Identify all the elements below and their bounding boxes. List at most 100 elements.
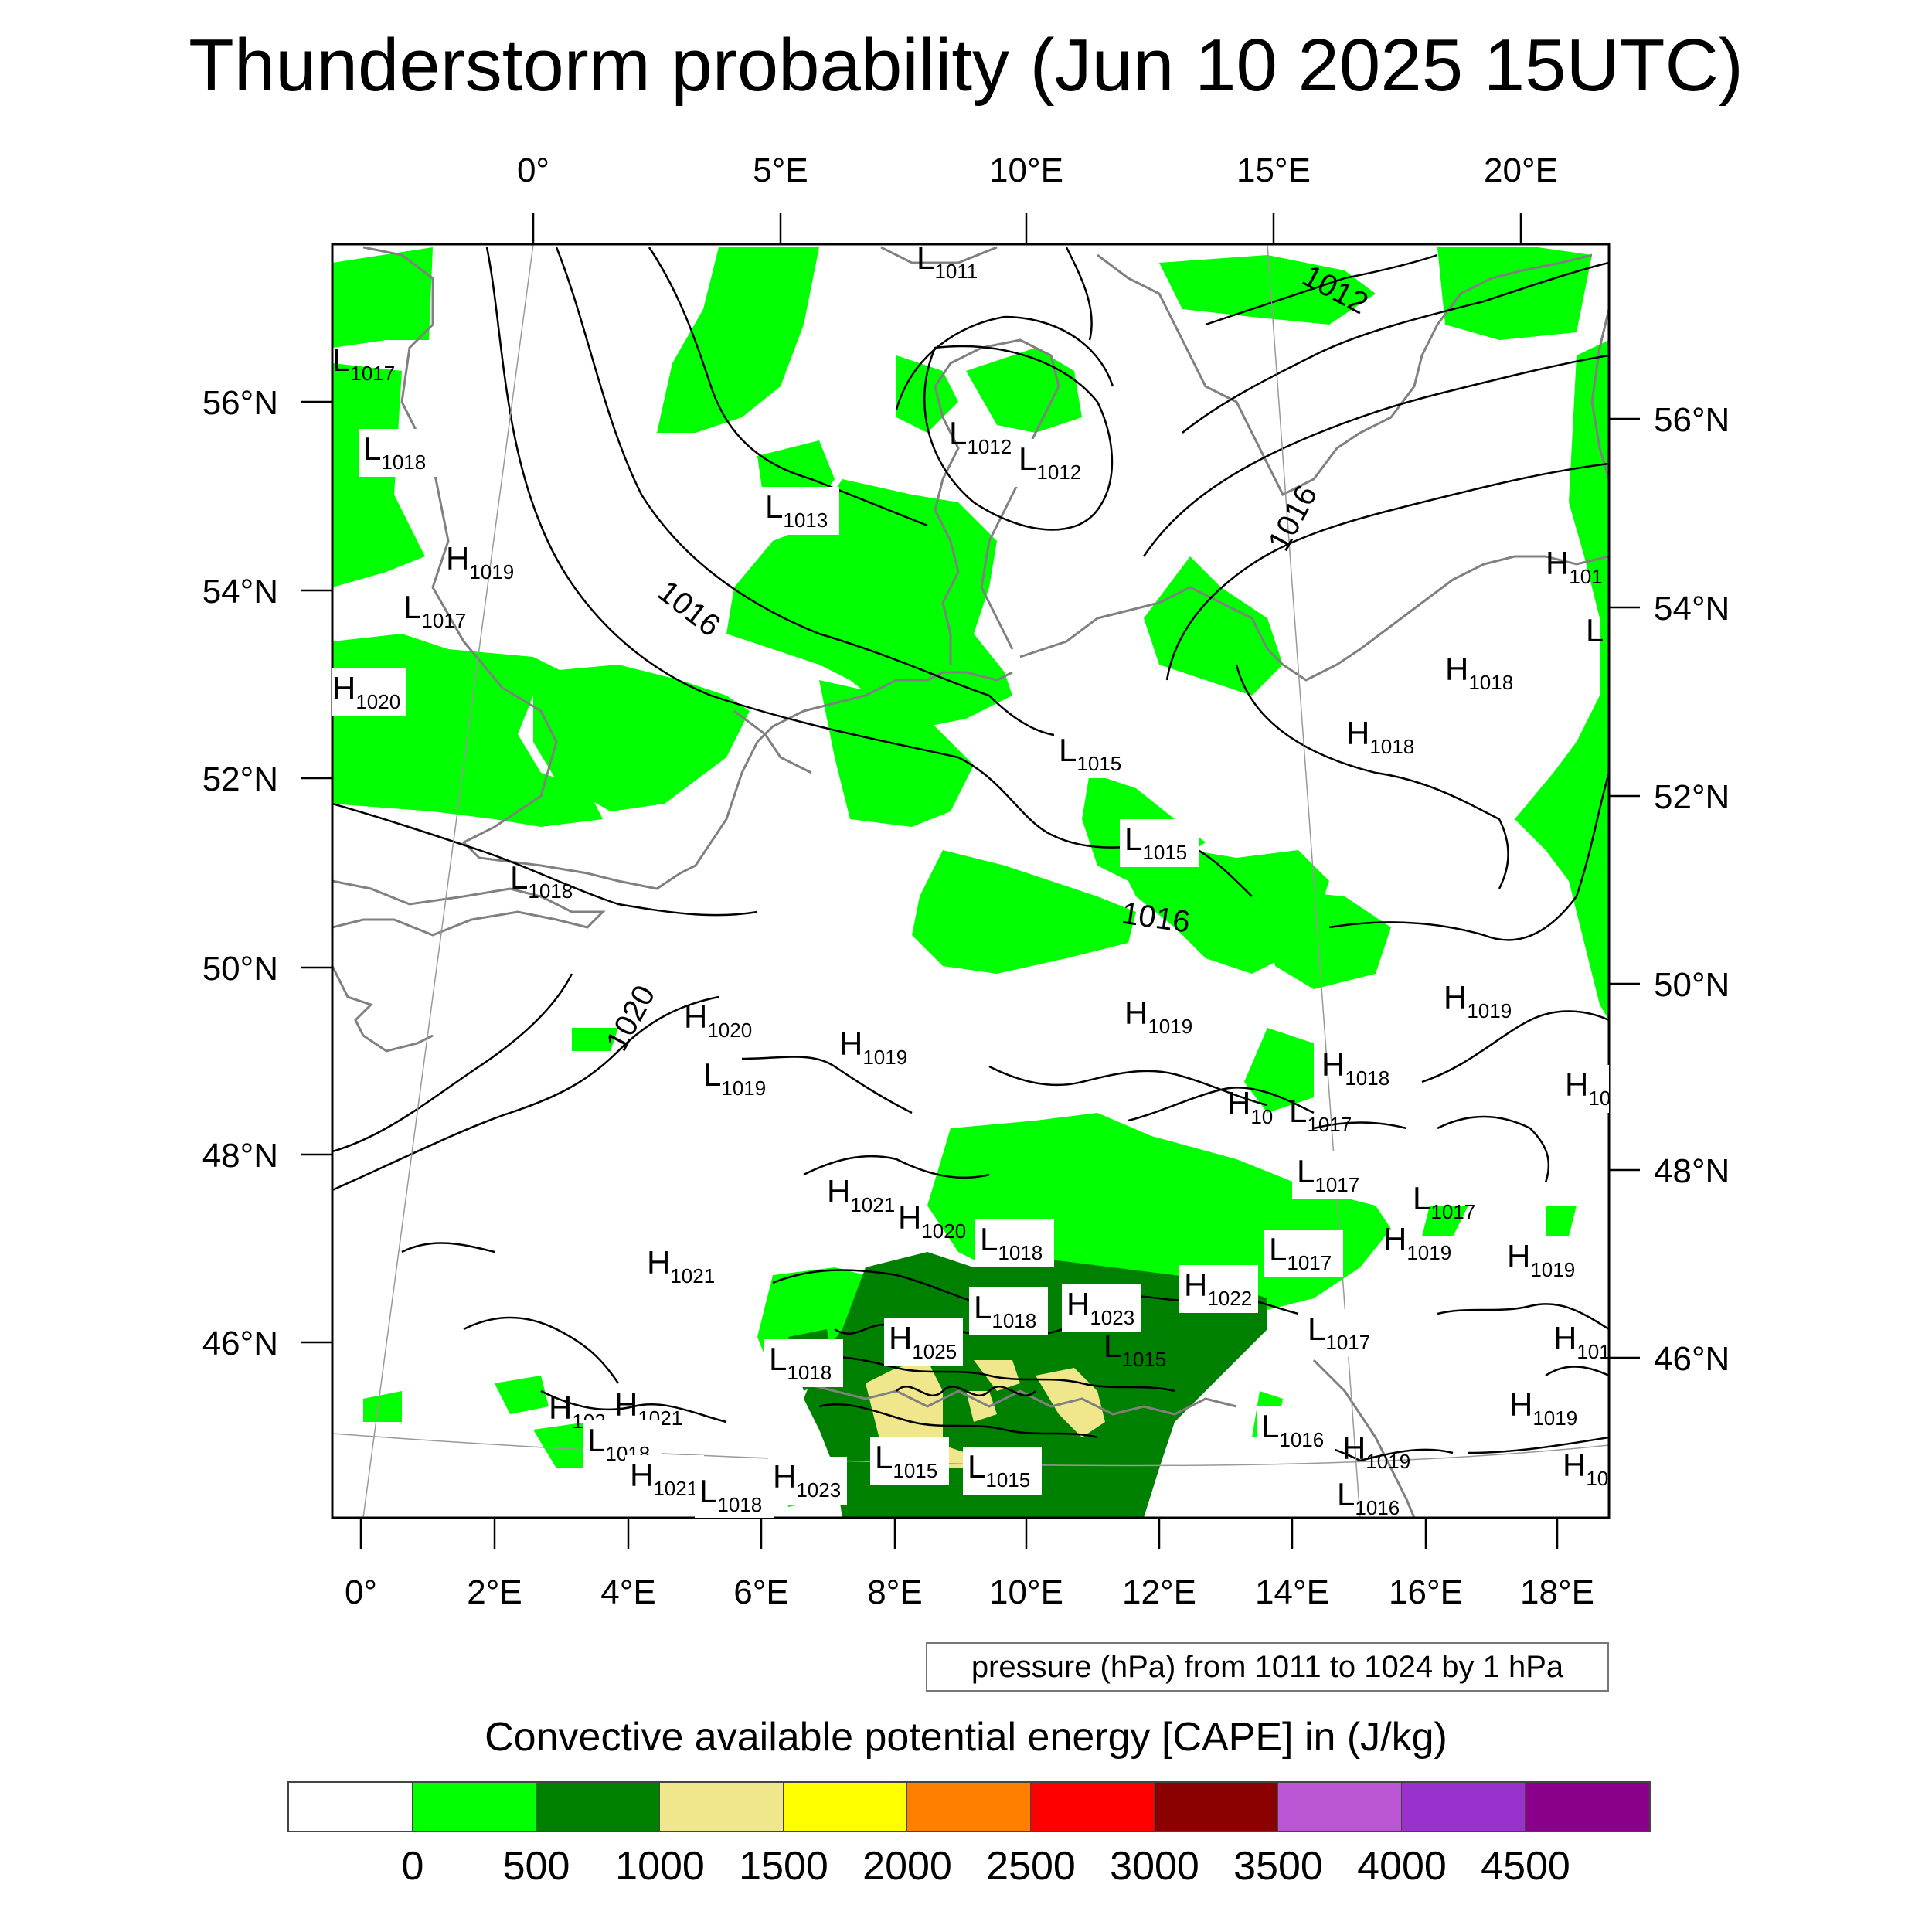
- colorbar-box: [1031, 1783, 1155, 1831]
- colorbar-tick-label: 4500: [1481, 1844, 1570, 1889]
- pressure-center-type: H: [630, 1457, 653, 1493]
- svg-text:L1017: L1017: [332, 342, 395, 385]
- pressure-center-type: H: [1553, 1320, 1577, 1356]
- pressure-center-type: L: [980, 1221, 998, 1257]
- pressure-center-value: 10: [1586, 1467, 1608, 1490]
- pressure-center: L1017: [1292, 1151, 1371, 1199]
- pressure-center: H1019: [446, 540, 514, 583]
- pressure-center-value: 1020: [921, 1219, 966, 1243]
- pressure-center-type: L: [968, 1448, 985, 1485]
- pressure-center-type: L: [949, 415, 967, 451]
- pressure-center-box: [1303, 1309, 1382, 1357]
- pressure-center-type: H: [614, 1386, 638, 1423]
- pressure-center-value: 1018: [992, 1309, 1036, 1332]
- pressure-center: H1019: [839, 1026, 907, 1069]
- top-lon-labels: 0° 5°E 10°E 15°E 20°E: [517, 151, 1558, 189]
- colorbar-tick-label: 2000: [862, 1844, 952, 1889]
- pressure-center-type: L: [1308, 1311, 1325, 1347]
- pressure-center: L: [1586, 612, 1604, 648]
- left-lat-label: 56°N: [202, 384, 278, 422]
- pressure-center-type: L: [703, 1056, 721, 1093]
- svg-text:L1015: L1015: [875, 1439, 937, 1482]
- svg-text:H1020: H1020: [898, 1199, 966, 1243]
- pressure-center-type: H: [332, 670, 355, 706]
- map-title: Thunderstorm probability (Jun 10 2025 15…: [189, 24, 1743, 107]
- coastlines: [332, 246, 1609, 1518]
- pressure-center: H1021: [625, 1455, 704, 1503]
- pressure-center-value: 1015: [1142, 841, 1187, 864]
- pressure-center-value: 1018: [998, 1241, 1043, 1264]
- pressure-center: H101: [1546, 545, 1603, 588]
- pressure-center-type: H: [1346, 715, 1369, 751]
- pressure-center: H1019: [1502, 1236, 1581, 1284]
- svg-text:H1020: H1020: [332, 670, 400, 713]
- right-lat-label: 54°N: [1654, 590, 1730, 628]
- pressure-center-type: H: [684, 998, 707, 1035]
- pressure-center: L1015: [870, 1437, 949, 1485]
- top-lon-label: 0°: [517, 151, 549, 189]
- pressure-center: L1015: [963, 1447, 1042, 1495]
- bottom-lon-label: 18°E: [1520, 1573, 1594, 1611]
- svg-text:H1021: H1021: [827, 1173, 895, 1216]
- pressure-center-value: 1011: [934, 260, 978, 283]
- pressure-center-type: L: [332, 342, 350, 378]
- top-lon-label: 20°E: [1484, 151, 1558, 189]
- svg-text:H1023: H1023: [773, 1458, 841, 1502]
- pressure-center-value: 1019: [1148, 1015, 1192, 1038]
- left-lat-label: 54°N: [202, 573, 278, 611]
- pressure-center-box: [1014, 439, 1093, 487]
- pressure-center-type: L: [510, 859, 528, 896]
- pressure-center: H1019: [1383, 1221, 1451, 1264]
- pressure-center-value: 1017: [1307, 1113, 1352, 1136]
- svg-text:H1019: H1019: [1509, 1386, 1577, 1430]
- svg-text:H1019: H1019: [839, 1026, 907, 1069]
- pressure-center-value: 1018: [1345, 1066, 1389, 1090]
- pressure-center-box: [870, 1437, 949, 1485]
- svg-text:L1012: L1012: [949, 415, 1012, 458]
- pressure-center: H1018: [1321, 1046, 1389, 1090]
- pressure-center-value: 1018: [528, 879, 573, 903]
- colorbar-tick-label: 1000: [615, 1844, 705, 1889]
- right-lat-label: 50°N: [1654, 966, 1730, 1004]
- bottom-lon-label: 4°E: [600, 1573, 655, 1611]
- pressure-center-value: 1015: [893, 1459, 937, 1482]
- pressure-center: L1018: [359, 429, 437, 477]
- pressure-center-value: 1018: [787, 1361, 832, 1384]
- pressure-center-type: H: [647, 1244, 670, 1281]
- bottom-lon-labels: 0° 2°E 4°E 6°E 8°E 10°E 12°E 14°E 16°E 1…: [345, 1573, 1594, 1611]
- colorbar-title: Convective available potential energy [C…: [485, 1715, 1447, 1760]
- svg-text:L1018: L1018: [769, 1341, 832, 1384]
- svg-text:L1016: L1016: [1337, 1476, 1400, 1519]
- right-lat-label: 46°N: [1654, 1340, 1730, 1378]
- svg-text:L1015: L1015: [968, 1448, 1030, 1492]
- pressure-center: L1016: [1257, 1406, 1335, 1454]
- colorbar-tick-label: 3500: [1233, 1844, 1323, 1889]
- svg-text:L1015: L1015: [1124, 821, 1187, 864]
- svg-text:H10: H10: [1563, 1447, 1608, 1490]
- pressure-center-value: 1013: [783, 509, 828, 532]
- pressure-center-type: L: [1269, 1231, 1287, 1267]
- left-ticks: [301, 400, 332, 1344]
- isobar-label: 1016: [651, 574, 726, 643]
- pressure-center-value: 1021: [670, 1264, 715, 1287]
- pressure-center-box: [1179, 1265, 1258, 1313]
- pressure-center: H1018: [1342, 713, 1420, 761]
- pressure-center-value: 1020: [355, 690, 400, 713]
- pressure-center-value: 1019: [862, 1046, 907, 1069]
- pressure-center-box: [764, 1339, 843, 1387]
- pressure-center-type: H: [1321, 1046, 1345, 1083]
- svg-text:H1018: H1018: [1321, 1046, 1389, 1090]
- pressure-center: L1015: [1104, 1328, 1166, 1371]
- pressure-center-box: [359, 429, 437, 477]
- right-lat-labels: 56°N 54°N 52°N 50°N 48°N 46°N: [1654, 401, 1730, 1378]
- pressure-center: L1012: [949, 415, 1012, 458]
- bottom-lon-label: 8°E: [867, 1573, 922, 1611]
- pressure-center-value: 1018: [1369, 735, 1414, 758]
- isobar-label: 1016: [1262, 480, 1325, 556]
- colorbar-box: [660, 1783, 784, 1831]
- pressure-center-type: L: [769, 1341, 787, 1377]
- pressure-center-type: L: [974, 1289, 992, 1325]
- pressure-legend: pressure (hPa) from 1011 to 1024 by 1 hP…: [926, 1642, 1609, 1692]
- bottom-lon-label: 2°E: [467, 1573, 522, 1611]
- pressure-center-value: 1025: [912, 1340, 957, 1363]
